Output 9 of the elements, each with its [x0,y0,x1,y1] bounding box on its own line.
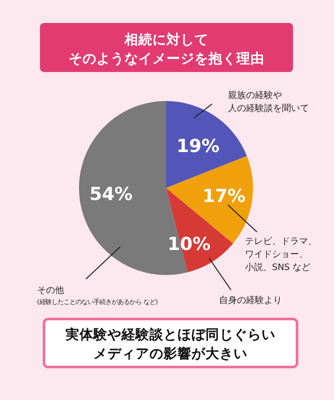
data-label: 19% [176,136,220,157]
slice-label: 親族の経験や人の経験談を聞いて [228,90,309,114]
slice-label: 自身の経験より [219,295,282,306]
data-label: 54% [89,184,133,205]
data-label: 10% [167,234,211,255]
data-label: 17% [202,186,246,207]
chart-title: 相続に対してそのようなイメージを抱く理由 [68,31,264,67]
slice-label: テレビ、ドラマ、ワイドショー、小説、SNS など [245,236,317,273]
text: 実体験や経験談とほぼ同じぐらいメディアの影響が大きい [66,326,276,362]
